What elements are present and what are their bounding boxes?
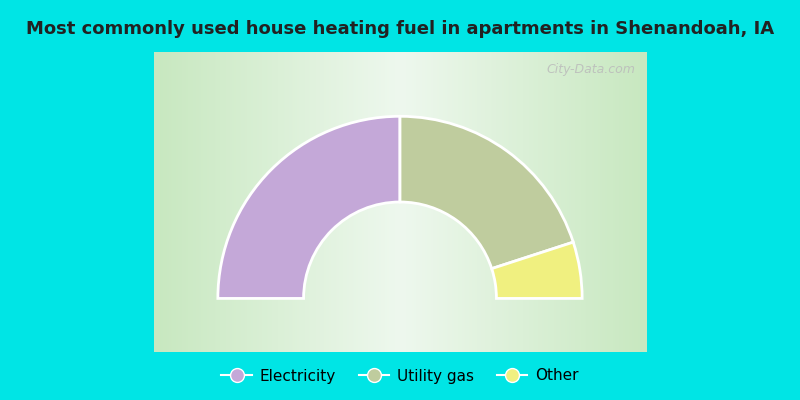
Wedge shape	[492, 242, 582, 298]
Wedge shape	[400, 116, 574, 269]
Wedge shape	[218, 116, 400, 298]
Text: Most commonly used house heating fuel in apartments in Shenandoah, IA: Most commonly used house heating fuel in…	[26, 20, 774, 38]
Text: City-Data.com: City-Data.com	[547, 63, 636, 76]
Legend: Electricity, Utility gas, Other: Electricity, Utility gas, Other	[215, 362, 585, 390]
